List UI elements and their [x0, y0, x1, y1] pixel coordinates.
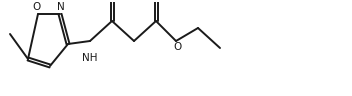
Text: O: O [108, 0, 116, 1]
Text: NH: NH [82, 53, 98, 63]
Text: O: O [152, 0, 160, 1]
Text: O: O [32, 2, 40, 12]
Text: O: O [173, 43, 181, 53]
Text: N: N [57, 2, 65, 12]
